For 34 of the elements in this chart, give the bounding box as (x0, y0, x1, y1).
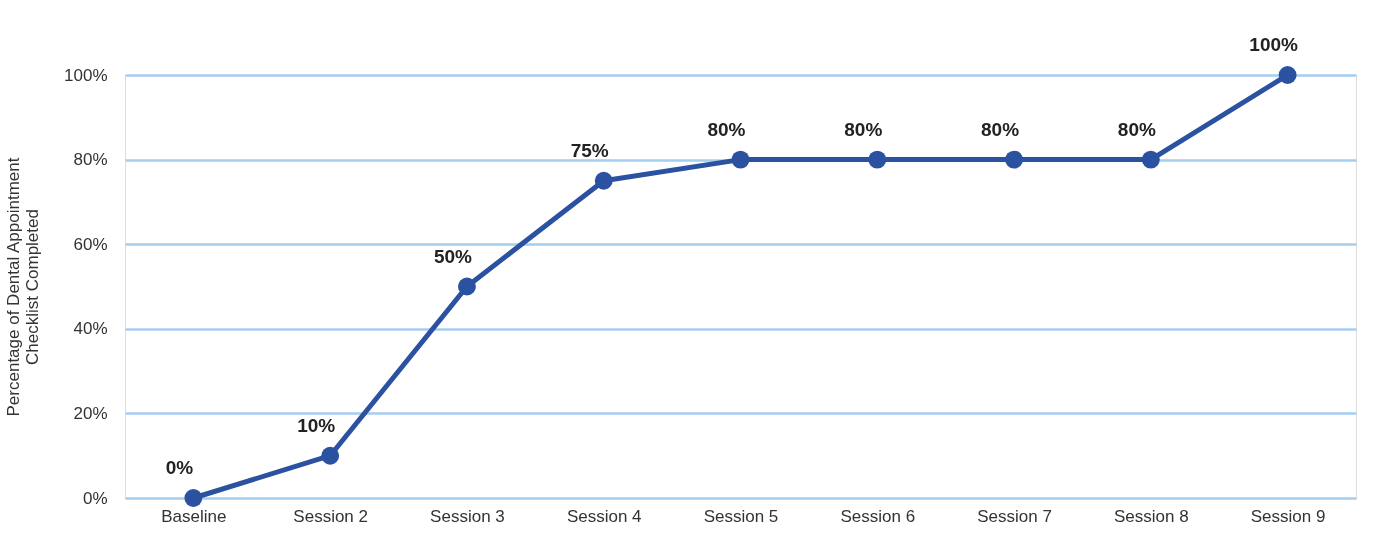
data-label: 80% (844, 118, 883, 140)
y-tick-label: 40% (73, 319, 108, 339)
data-label: 75% (570, 139, 609, 161)
point (868, 150, 887, 169)
y-tick-label: 0% (82, 488, 108, 508)
x-tick-label: Baseline (161, 506, 227, 526)
y-tick-label: 20% (73, 403, 108, 423)
x-tick-label: Session 6 (840, 506, 916, 526)
point (594, 171, 613, 190)
data-label: 80% (1117, 118, 1156, 140)
y-tick-label: 60% (73, 234, 108, 254)
x-tick-label: Session 7 (977, 506, 1052, 526)
data-label: 10% (297, 414, 336, 436)
data-label: 50% (433, 245, 473, 267)
x-tick-label: Session 8 (1114, 506, 1189, 526)
point (1278, 66, 1297, 84)
data-label: 0% (165, 457, 194, 478)
point (184, 489, 203, 507)
x-tick-label: Session 2 (293, 506, 368, 526)
data-label: 100% (1249, 34, 1299, 55)
data-label: 80% (981, 118, 1020, 140)
data-label: 80% (707, 118, 746, 140)
x-tick-label: Session 4 (566, 506, 642, 526)
x-tick-label: Session 3 (430, 506, 505, 526)
point (458, 277, 476, 296)
x-tick-label: Session 9 (1250, 506, 1326, 526)
y-tick-label: 80% (73, 150, 108, 170)
point (1141, 150, 1160, 169)
y-tick-label: 100% (64, 65, 108, 85)
point (1005, 150, 1023, 169)
point (731, 150, 750, 169)
y-axis-title: Percentage of Dental Appointment Checklist Completed (4, 157, 43, 417)
point (321, 446, 340, 465)
x-tick-label: Session 5 (703, 506, 779, 526)
